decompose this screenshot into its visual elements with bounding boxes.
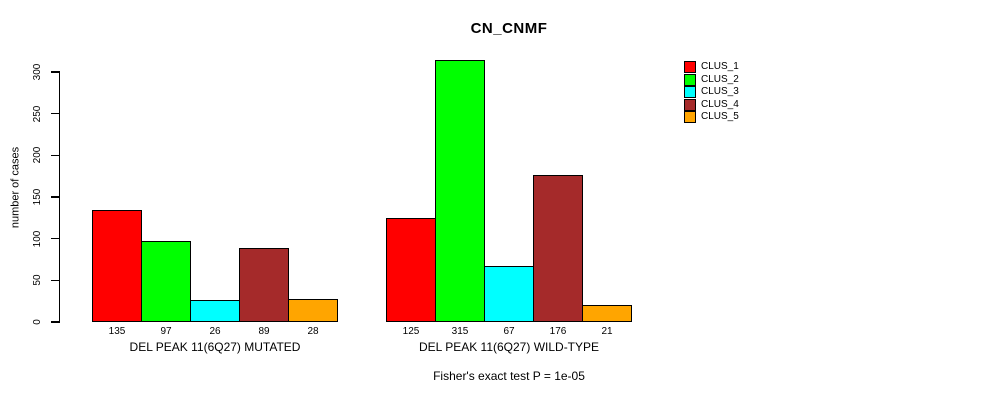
- legend: CLUS_1 CLUS_2 CLUS_3 CLUS_4 CLUS_5: [684, 61, 739, 124]
- bar: [288, 298, 338, 322]
- bar-value-label: 26: [209, 326, 221, 337]
- y-tick: [51, 196, 59, 198]
- y-axis-label: number of cases: [9, 146, 22, 229]
- legend-item: CLUS_2: [684, 73, 739, 87]
- bar-value-label: 135: [108, 326, 126, 337]
- legend-item: CLUS_3: [684, 86, 739, 99]
- legend-swatch: [684, 111, 696, 124]
- bar: [533, 175, 583, 322]
- legend-item: CLUS_4: [684, 98, 739, 112]
- legend-swatch: [684, 61, 696, 74]
- legend-label: CLUS_3: [701, 86, 739, 98]
- legend-swatch: [684, 86, 696, 99]
- y-tick-label: 300: [32, 63, 43, 81]
- bar: [386, 217, 436, 322]
- legend-item: CLUS_1: [684, 61, 739, 74]
- legend-label: CLUS_1: [701, 61, 739, 73]
- bar: [190, 300, 240, 322]
- bar: [239, 247, 289, 322]
- chart-title: CN_CNMF: [470, 20, 548, 37]
- y-tick: [51, 279, 59, 282]
- legend-label: CLUS_2: [701, 73, 739, 85]
- bar: [484, 266, 534, 322]
- legend-swatch: [684, 98, 696, 111]
- bar-value-label: 21: [601, 326, 613, 337]
- bar-value-label: 67: [503, 326, 515, 337]
- legend-swatch: [684, 73, 696, 86]
- bar-value-label: 97: [160, 326, 172, 337]
- bar-value-label: 176: [549, 326, 567, 337]
- bar: [92, 209, 142, 322]
- bar-value-label: 315: [451, 326, 469, 337]
- bar-value-label: 89: [258, 326, 270, 337]
- bar: [582, 304, 632, 322]
- y-tick: [51, 154, 59, 157]
- legend-label: CLUS_4: [701, 98, 739, 110]
- legend-item: CLUS_5: [684, 111, 739, 124]
- y-axis-line: [58, 71, 60, 323]
- bar: [435, 59, 485, 322]
- y-tick: [51, 112, 59, 115]
- y-tick: [51, 237, 59, 240]
- legend-label: CLUS_5: [701, 111, 739, 123]
- group-label: DEL PEAK 11(6Q27) MUTATED: [129, 340, 301, 354]
- bar-value-label: 28: [307, 326, 319, 337]
- annotation-text: Fisher's exact test P = 1e-05: [433, 369, 585, 383]
- bar: [141, 241, 191, 322]
- y-tick: [51, 71, 59, 73]
- bar-value-label: 125: [402, 326, 420, 337]
- group-label: DEL PEAK 11(6Q27) WILD-TYPE: [418, 340, 600, 354]
- y-tick: [51, 321, 59, 323]
